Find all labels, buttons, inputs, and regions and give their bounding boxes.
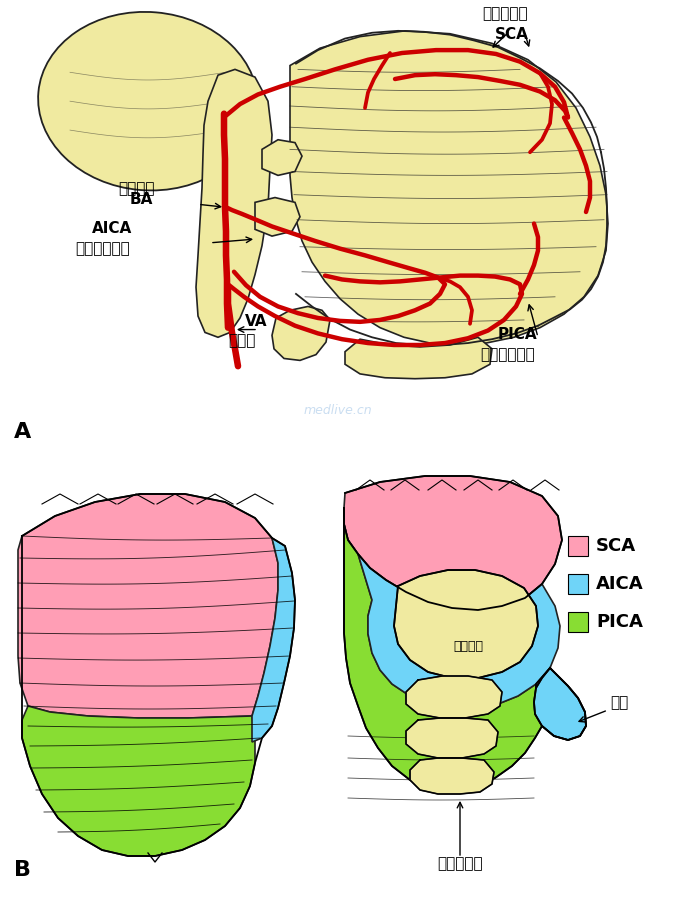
Text: 小脑上动脉: 小脑上动脉 xyxy=(482,6,528,21)
Polygon shape xyxy=(410,758,494,794)
Text: 基底动脉: 基底动脉 xyxy=(118,182,155,196)
Polygon shape xyxy=(358,554,560,708)
Text: AICA: AICA xyxy=(92,221,132,236)
Polygon shape xyxy=(406,718,498,758)
Text: PICA: PICA xyxy=(596,613,643,631)
Polygon shape xyxy=(262,140,302,176)
Text: A: A xyxy=(14,422,31,443)
Text: 小脑前下动脉: 小脑前下动脉 xyxy=(75,241,130,256)
Polygon shape xyxy=(406,676,502,718)
Text: 绒球: 绒球 xyxy=(610,696,628,710)
Polygon shape xyxy=(290,31,608,345)
Polygon shape xyxy=(344,476,562,610)
Text: VA: VA xyxy=(245,314,267,328)
Bar xyxy=(568,574,588,594)
Polygon shape xyxy=(252,538,295,742)
Polygon shape xyxy=(196,69,272,338)
Polygon shape xyxy=(345,338,492,379)
Ellipse shape xyxy=(38,12,258,191)
Text: B: B xyxy=(14,860,31,880)
Polygon shape xyxy=(22,706,255,856)
Text: BA: BA xyxy=(130,193,153,207)
Text: PICA: PICA xyxy=(498,328,537,342)
Bar xyxy=(568,612,588,632)
Polygon shape xyxy=(534,668,586,740)
Text: medlive.cn: medlive.cn xyxy=(304,404,373,418)
Polygon shape xyxy=(18,494,278,718)
Text: SCA: SCA xyxy=(495,27,529,42)
Bar xyxy=(568,536,588,556)
Polygon shape xyxy=(255,197,300,236)
Text: 椎动脉: 椎动脉 xyxy=(228,334,255,348)
Text: 小脑中脚: 小脑中脚 xyxy=(453,640,483,652)
Text: 小脑后下动脉: 小脑后下动脉 xyxy=(480,347,535,362)
Text: AICA: AICA xyxy=(596,575,644,593)
Polygon shape xyxy=(394,570,538,678)
Polygon shape xyxy=(272,306,330,360)
Text: 小脑扁桃体: 小脑扁桃体 xyxy=(437,857,483,871)
Text: SCA: SCA xyxy=(596,537,636,555)
Polygon shape xyxy=(344,508,542,790)
